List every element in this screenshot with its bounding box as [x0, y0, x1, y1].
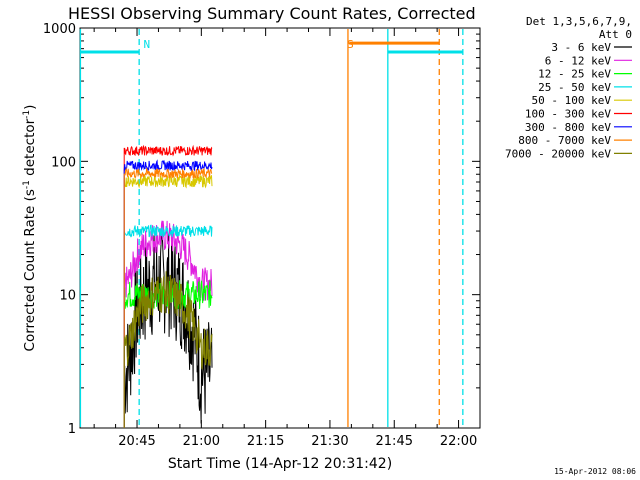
plot-frame: [79, 27, 481, 429]
series-line: [123, 220, 213, 428]
flag-annotation: S: [347, 38, 354, 51]
legend-label: 12 - 25 keV: [538, 68, 611, 81]
x-tick-label: 21:00: [183, 434, 220, 449]
flag-annotation: N: [143, 38, 150, 51]
plot-area: 1 10 100 1000 20:45 21:00 21:15 21:30 21:45 22:00…: [43, 22, 481, 449]
legend-label: 7000 - 20000 keV: [505, 147, 611, 160]
series-line: [123, 144, 213, 428]
legend-label: 300 - 800 keV: [525, 121, 611, 134]
y-tick-label: 10: [59, 289, 76, 304]
legend-label: 50 - 100 keV: [532, 94, 612, 107]
legend-label: 100 - 300 keV: [525, 108, 611, 121]
legend-header-detectors: Det 1,3,5,6,7,9,: [526, 15, 632, 28]
series-line: [123, 280, 213, 428]
x-tick-label: 20:45: [118, 434, 155, 449]
y-tick-label: 1000: [43, 22, 76, 37]
legend-label: 800 - 7000 keV: [518, 134, 611, 147]
y-axis-label: Corrected Count Rate (s-1 detector-1): [22, 105, 38, 352]
series-line: [123, 167, 213, 428]
legend-label: 3 - 6 keV: [551, 41, 611, 54]
x-tick-label: 21:15: [247, 434, 284, 449]
y-tick-label: 1: [68, 422, 76, 437]
x-tick-label: 21:30: [311, 434, 348, 449]
series-line: [123, 271, 213, 428]
chart-title: HESSI Observing Summary Count Rates, Cor…: [68, 4, 476, 23]
legend-header-attenuator: Att 0: [599, 28, 632, 41]
x-axis-label: Start Time (14-Apr-12 20:31:42): [168, 456, 392, 472]
x-tick-label: 22:00: [440, 434, 477, 449]
x-tick-label: 21:45: [376, 434, 413, 449]
footer-timestamp: 15-Apr-2012 08:06: [554, 467, 636, 476]
legend-label: 6 - 12 keV: [545, 54, 612, 67]
series-line: [123, 159, 213, 428]
series-line: [123, 224, 213, 428]
legend-label: 25 - 50 keV: [538, 81, 611, 94]
y-tick-label: 100: [51, 155, 76, 170]
